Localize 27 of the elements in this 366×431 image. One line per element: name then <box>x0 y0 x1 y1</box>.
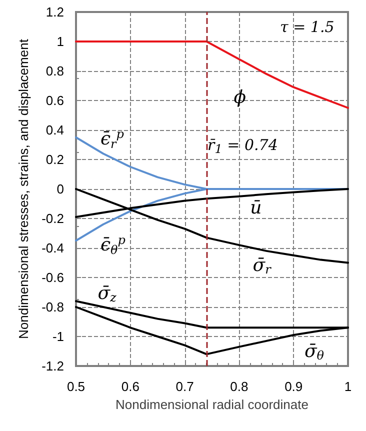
y-axis-title: Nondimensional stresses, strains, and displacement <box>16 38 31 339</box>
y-tick-label: -0.8 <box>42 300 64 314</box>
y-tick-label: -1 <box>52 329 64 344</box>
y-tick-label: 0.8 <box>46 64 64 78</box>
x-axis-title: Nondimensional radial coordinate <box>116 397 308 412</box>
y-tick-label: 0.2 <box>46 152 64 167</box>
y-tick-label: -1.2 <box>42 358 64 374</box>
y-tick-label: -0.4 <box>42 240 64 256</box>
y-tick-label: 0.6 <box>46 93 64 108</box>
y-tick-label: -0.6 <box>42 270 64 285</box>
series-label: ϕ <box>234 87 246 108</box>
x-tick-label: 0.7 <box>176 379 194 394</box>
x-tick-label: 0.9 <box>284 379 303 394</box>
annotation: τ = 1.5 <box>280 18 334 36</box>
x-tick-label: 1 <box>344 379 352 394</box>
y-tick-label: 1.2 <box>46 4 64 20</box>
y-tick-label: -0.2 <box>42 211 64 226</box>
series-label: σ̄θ <box>304 340 325 362</box>
y-tick-label: 0.4 <box>46 122 64 138</box>
series-label: ū <box>250 198 262 219</box>
x-tick-label: 0.8 <box>230 379 248 394</box>
series-label: σ̄z <box>98 283 118 305</box>
x-tick-label: 0.6 <box>121 379 140 394</box>
y-tick-label: 1 <box>56 34 64 49</box>
y-tick-label: 0 <box>56 182 64 196</box>
x-tick-label: 0.5 <box>66 379 86 394</box>
series-label: σ̄r <box>252 255 272 277</box>
